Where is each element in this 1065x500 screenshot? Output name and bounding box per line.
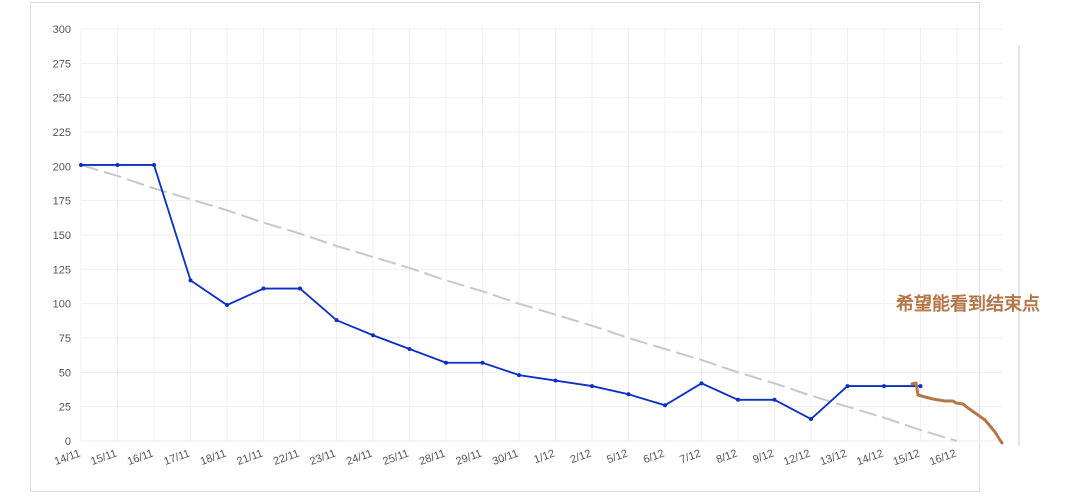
y-tick-label: 275 [53,58,71,70]
grid: 0 25 50 75 100 125 150 175 200 225 250 275 300 14/11 1… [53,24,1003,468]
series-line [81,164,921,421]
point [444,360,448,365]
point [371,333,375,338]
point [261,286,266,291]
point [334,318,339,323]
point [736,397,740,402]
y-tick-label: 225 [53,127,71,139]
x-tick-label: 21/11 [235,448,264,468]
x-tick-label: 5/12 [605,448,629,467]
point [772,397,777,402]
x-tick-label: 15/11 [89,448,118,468]
x-tick-label: 12/12 [782,448,812,469]
point [663,403,667,408]
y-tick-label: 150 [53,230,71,242]
point [845,384,850,389]
point [480,360,485,365]
x-tick-label: 1/12 [532,448,556,467]
y-tick-label: 50 [59,367,71,379]
card [30,2,980,492]
point [517,373,521,378]
x-tick-label: 22/11 [272,448,301,468]
x-tick-label: 24/11 [345,448,374,468]
y-tick-label: 25 [59,402,71,414]
point [590,384,594,389]
y-tick-label: 0 [65,436,71,448]
y-tick-label: 175 [53,196,71,208]
annotation: 希望能看到结束点 [896,293,1040,315]
point [407,346,412,351]
point [809,417,813,422]
x-tick-label: 25/11 [381,448,410,468]
x-tick-label: 15/12 [892,448,922,469]
y-tick-label: 200 [53,161,71,173]
point [626,392,631,397]
x-tick-label: 7/12 [678,448,702,467]
x-tick-label: 14/11 [53,448,82,468]
x-tick-label: 16/11 [126,448,155,468]
y-tick-label: 300 [53,24,71,36]
point [188,278,193,283]
x-tick-label: 16/12 [928,448,958,469]
x-tick-label: 6/12 [642,448,666,467]
x-tick-label: 14/12 [855,448,885,469]
x-tick-label: 18/11 [199,448,228,468]
x-tick-label: 28/11 [418,448,447,468]
y-tick-label: 75 [59,333,71,345]
y-tick-label: 250 [53,93,71,105]
x-tick-label: 23/11 [308,448,337,468]
point [699,381,704,386]
x-tick-label: 8/12 [715,448,739,467]
x-tick-label: 2/12 [569,448,593,467]
x-tick-label: 30/11 [491,448,520,468]
plot [79,162,958,442]
point [225,303,229,308]
point [152,162,156,167]
point [918,384,923,389]
point [882,384,886,389]
x-tick-label: 17/11 [162,448,191,468]
y-tick-label: 100 [53,299,71,311]
point [298,286,302,291]
x-tick-label: 13/12 [819,448,849,469]
y-tick-label: 125 [53,264,71,276]
hand-drawn-line [910,381,1004,445]
x-tick-label: 9/12 [751,448,775,467]
point [115,162,120,167]
series-line [80,164,958,442]
x-tick-label: 29/11 [454,448,483,468]
point [79,162,83,167]
point [553,378,558,383]
